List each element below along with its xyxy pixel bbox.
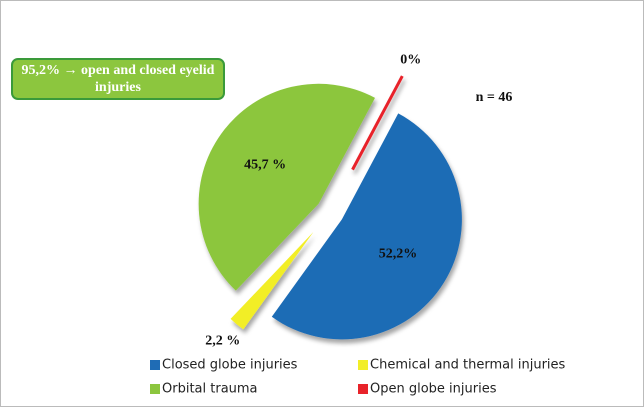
sample-size: n = 46	[476, 90, 513, 105]
legend-swatch	[150, 384, 160, 394]
legend-label: Chemical and thermal injuries	[370, 358, 566, 373]
pie-slice	[351, 75, 404, 171]
data-label: 2,2 %	[205, 333, 240, 348]
annotation-box: 95,2% → open and closed eyelid injuries	[11, 58, 225, 100]
data-label: 52,2%	[379, 246, 418, 261]
data-label: 45,7 %	[244, 157, 286, 172]
pie-slice	[230, 232, 314, 330]
legend-label: Closed globe injuries	[162, 358, 298, 373]
legend-swatch	[358, 360, 368, 370]
legend-label: Orbital trauma	[162, 382, 258, 397]
legend-swatch	[358, 384, 368, 394]
pie-slice	[198, 83, 375, 291]
pie-slice	[271, 113, 462, 340]
data-label: 0%	[400, 52, 421, 67]
legend-swatch	[150, 360, 160, 370]
legend-label: Open globe injuries	[370, 382, 497, 397]
pie	[198, 75, 462, 340]
